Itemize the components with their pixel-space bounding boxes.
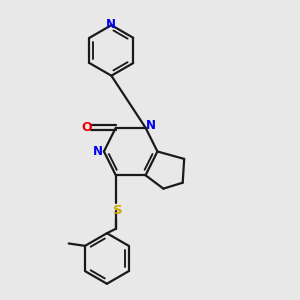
- Text: O: O: [81, 121, 92, 134]
- Text: N: N: [92, 145, 102, 158]
- Text: S: S: [113, 204, 122, 218]
- Text: N: N: [106, 18, 116, 31]
- Text: N: N: [146, 118, 156, 131]
